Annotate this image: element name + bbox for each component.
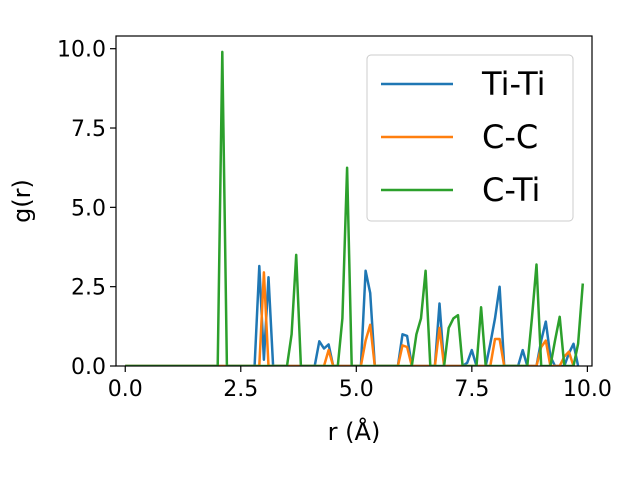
y-tick-label: 7.5 (71, 117, 106, 142)
y-tick-label: 10.0 (57, 38, 106, 63)
legend-label-ti-ti: Ti-Ti (481, 65, 546, 103)
y-tick-label: 0.0 (71, 355, 106, 380)
legend-label-c-c: C-C (482, 118, 538, 156)
legend: Ti-Ti C-C C-Ti (366, 54, 574, 222)
y-tick-label: 5.0 (71, 196, 106, 221)
series-line-c-ti (125, 50, 585, 366)
x-tick-label: 10.0 (563, 377, 612, 402)
legend-frame (366, 54, 574, 222)
x-tick-label: 0.0 (108, 377, 143, 402)
y-axis: 0.0 2.5 5.0 7.5 10.0 (57, 38, 116, 380)
legend-label-c-ti: C-Ti (482, 171, 540, 209)
x-axis-label: r (Å) (328, 417, 381, 446)
series-line-c-c (125, 271, 575, 366)
plot-frame (115, 35, 593, 367)
x-axis: 0.0 2.5 5.0 7.5 10.0 (108, 366, 612, 402)
x-tick-label: 5.0 (339, 377, 374, 402)
series-layer (125, 50, 585, 366)
y-tick-label: 2.5 (71, 276, 106, 301)
x-tick-label: 7.5 (454, 377, 489, 402)
y-axis-label: g(r) (8, 179, 36, 223)
x-tick-label: 2.5 (223, 377, 258, 402)
